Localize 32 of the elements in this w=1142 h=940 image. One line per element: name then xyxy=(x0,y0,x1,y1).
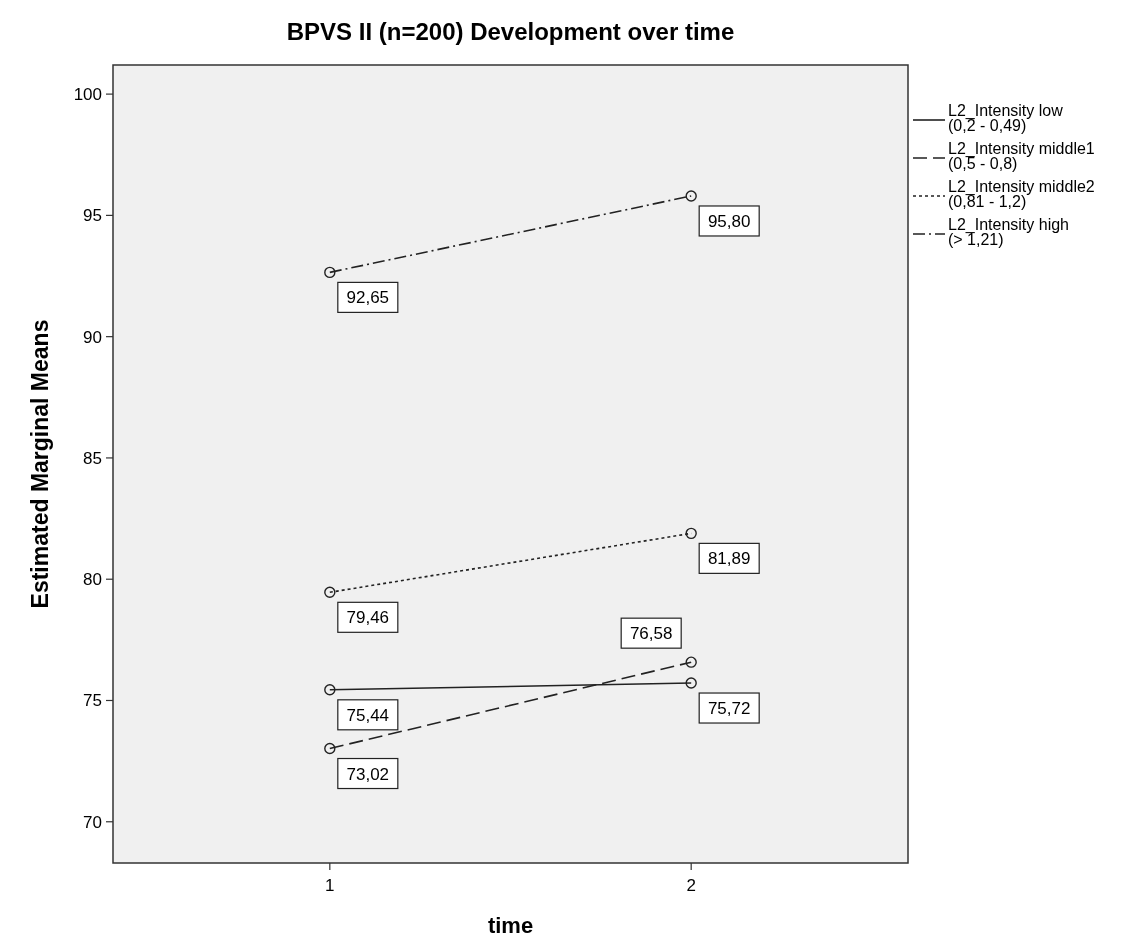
data-label: 92,65 xyxy=(346,288,390,308)
legend-label: L2_Intensity low (0,2 - 0,49) xyxy=(948,102,1064,134)
point xyxy=(324,684,336,696)
y-axis-title: Estimated Marginal Means xyxy=(27,319,53,609)
x-axis-title: time xyxy=(487,913,534,938)
y-tick-label: 85 xyxy=(83,448,102,468)
chart-title: BPVS II (n=200) Development over time xyxy=(286,18,735,45)
point xyxy=(685,190,697,202)
y-tick-label: 100 xyxy=(73,85,102,105)
legend-label: L2_Intensity middle1 (0,5 - 0,8) xyxy=(948,140,1095,172)
point xyxy=(324,586,336,599)
point xyxy=(685,677,697,689)
y-tick-label: 80 xyxy=(83,570,102,590)
data-label: 79,46 xyxy=(346,608,390,628)
x-tick-label: 2 xyxy=(686,876,696,895)
point xyxy=(324,266,336,279)
y-tick-label: 95 xyxy=(83,206,102,226)
data-label: 76,58 xyxy=(629,624,673,644)
point xyxy=(685,527,697,540)
data-label: 73,02 xyxy=(346,764,390,784)
point xyxy=(685,656,697,668)
legend-label: L2_Intensity high (> 1,21) xyxy=(948,216,1069,248)
point xyxy=(324,742,336,755)
y-tick-label: 75 xyxy=(83,691,102,711)
data-label: 75,44 xyxy=(346,705,390,725)
y-tick-label: 70 xyxy=(83,812,102,832)
x-tick-label: 1 xyxy=(325,876,335,895)
data-label: 81,89 xyxy=(707,549,751,569)
y-tick-label: 90 xyxy=(83,327,102,347)
data-label: 95,80 xyxy=(707,211,751,231)
data-label: 75,72 xyxy=(707,699,751,719)
legend-label: L2_Intensity middle2 (0,81 - 1,2) xyxy=(948,178,1095,210)
